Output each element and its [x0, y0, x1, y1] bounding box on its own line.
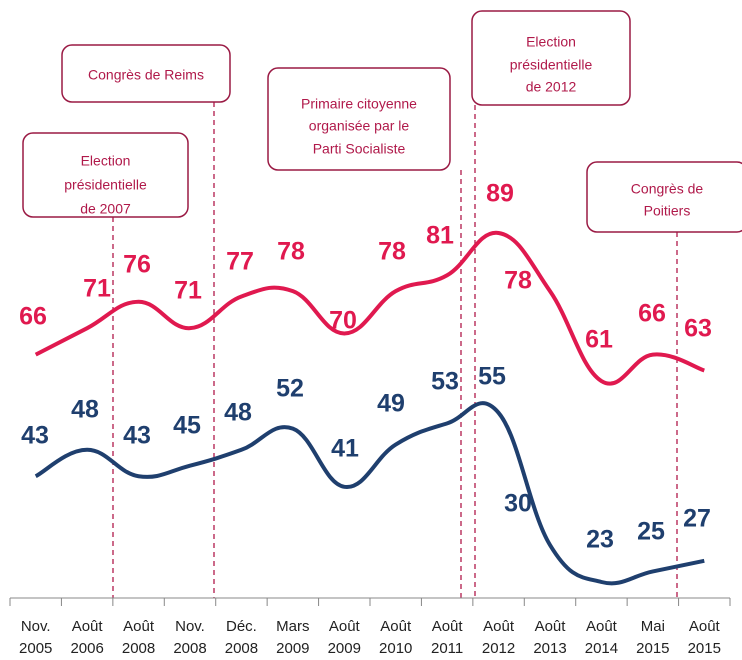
series-line [34, 401, 705, 586]
annotation-box [267, 67, 451, 171]
data-label: 61 [585, 326, 613, 354]
annotation-box [61, 44, 231, 103]
x-tick-label: Août 2011 [431, 618, 463, 657]
x-tick-label: Août 2015 [688, 618, 721, 657]
annotation-box [22, 132, 189, 218]
series-line [34, 230, 705, 386]
x-tick-label: Nov. 2005 [19, 618, 52, 657]
annotation-text: présidentielle [64, 177, 147, 193]
data-label: 45 [173, 412, 201, 440]
data-label: 48 [71, 396, 99, 424]
data-label: 52 [276, 375, 304, 403]
annotation-text: Election [81, 153, 131, 169]
data-label: 81 [426, 222, 454, 250]
data-label: 71 [83, 275, 111, 303]
annotation-text: Election [526, 34, 576, 50]
data-label: 78 [378, 238, 406, 266]
data-label: 25 [637, 518, 665, 546]
data-label: 77 [226, 248, 254, 276]
x-tick-label: Août 2006 [70, 618, 103, 657]
x-tick-label: Août 2008 [122, 618, 155, 657]
annotation-text: Poitiers [644, 203, 691, 219]
data-label: 76 [123, 251, 151, 279]
annotation-text: Primaire citoyenne [301, 96, 417, 112]
data-label: 78 [277, 238, 305, 266]
data-label: 53 [431, 368, 459, 396]
data-label: 55 [478, 363, 506, 391]
annotation-box [471, 10, 631, 106]
x-tick-label: Déc. 2008 [225, 618, 258, 657]
data-label: 49 [377, 390, 405, 418]
x-tick-label: Mars 2009 [276, 618, 309, 657]
data-label: 43 [123, 422, 151, 450]
data-label: 66 [19, 303, 47, 331]
x-tick-label: Août 2014 [585, 618, 618, 657]
annotation-box [586, 161, 742, 233]
annotation-text: Parti Socialiste [313, 141, 406, 157]
annotation-text: Congrès de Reims [88, 67, 204, 83]
annotation-text: de 2012 [526, 79, 577, 95]
data-label: 71 [174, 277, 202, 305]
x-tick-label: Août 2010 [379, 618, 412, 657]
x-tick-label: Août 2009 [328, 618, 361, 657]
data-label: 30 [504, 490, 532, 518]
data-label: 23 [586, 526, 614, 554]
annotation-text: de 2007 [80, 201, 131, 217]
data-label: 70 [329, 307, 357, 335]
x-tick-label: Août 2013 [533, 618, 566, 657]
data-label: 27 [683, 505, 711, 533]
x-tick-label: Août 2012 [482, 618, 515, 657]
data-label: 43 [21, 422, 49, 450]
data-label: 63 [684, 315, 712, 343]
x-tick-label: Mai 2015 [636, 618, 669, 657]
data-label: 78 [504, 267, 532, 295]
data-label: 41 [331, 435, 359, 463]
annotation-text: Congrès de [631, 181, 704, 197]
annotation-text: organisée par le [309, 118, 410, 134]
data-label: 89 [486, 180, 514, 208]
data-label: 48 [224, 399, 252, 427]
annotation-text: présidentielle [510, 57, 593, 73]
data-label: 66 [638, 300, 666, 328]
x-tick-label: Nov. 2008 [173, 618, 206, 657]
